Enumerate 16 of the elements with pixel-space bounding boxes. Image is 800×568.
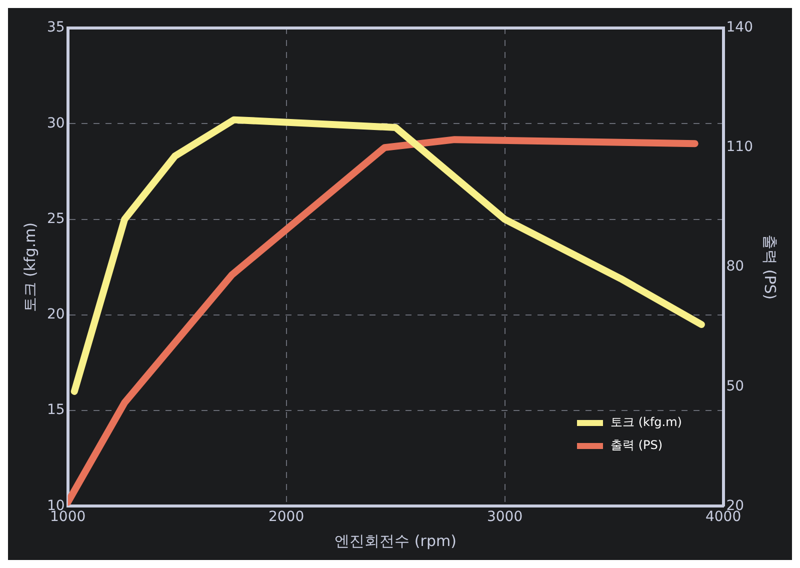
y-tick-label: 35 — [46, 20, 65, 36]
y2-tick-label: 50 — [726, 378, 744, 394]
y-tick-label: 30 — [46, 115, 65, 132]
y2-tick-label: 110 — [726, 139, 754, 156]
y-tick-label: 15 — [46, 402, 65, 418]
y2-tick-label: 140 — [726, 20, 754, 36]
y2-axis-title: 출력 (PS) — [761, 234, 780, 300]
y2-tick-label: 80 — [726, 258, 744, 275]
x-tick-label: 3000 — [486, 509, 523, 526]
x-axis-title: 엔진회전수 (rpm) — [334, 532, 456, 550]
legend-label: 출력 (PS) — [610, 437, 663, 454]
y-axis-title: 토크 (kfg.m) — [20, 222, 39, 312]
legend-label: 토크 (kfg.m) — [610, 414, 682, 431]
y-tick-label: 25 — [46, 210, 65, 227]
x-tick-label: 2000 — [268, 509, 304, 526]
y-tick-label: 20 — [46, 306, 65, 323]
